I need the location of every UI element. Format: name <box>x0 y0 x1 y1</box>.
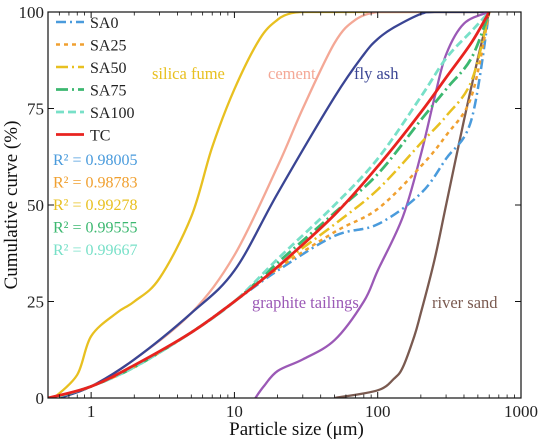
series-line-sa75 <box>58 12 491 398</box>
annotation-silica-fume: silica fume <box>152 64 225 83</box>
legend-item-sa25: SA25 <box>56 38 126 55</box>
series-line-sa25 <box>58 12 491 398</box>
annotation-graphite-tailings: graphite tailings <box>252 293 359 312</box>
x-tick-label: 100 <box>365 402 391 421</box>
series-line-silica-fume <box>53 12 490 398</box>
legend-item-sa75: SA75 <box>56 83 126 100</box>
r2-value: R² = 0.99555 <box>53 220 138 237</box>
legend: SA0 SA25 SA50 SA75 SA100 TC <box>56 15 134 145</box>
legend-item-tc: TC <box>56 128 110 145</box>
legend-label-sa0: SA0 <box>90 15 118 32</box>
y-tick-label: 25 <box>27 293 44 312</box>
r2-value: R² = 0.99278 <box>53 197 138 214</box>
y-axis-label: Cumulative curve (%) <box>1 121 22 290</box>
legend-label-tc: TC <box>90 128 110 145</box>
series-line-river-sand <box>334 12 491 398</box>
series-line-tc <box>48 12 491 398</box>
legend-label-sa75: SA75 <box>90 83 126 100</box>
annotation-fly-ash: fly ash <box>354 64 399 83</box>
y-tick-label: 100 <box>19 3 45 22</box>
y-tick-label: 0 <box>36 389 45 408</box>
r2-value: R² = 0.98783 <box>53 175 138 192</box>
x-tick-label: 10 <box>226 402 243 421</box>
r2-value: R² = 0.99667 <box>53 242 138 259</box>
x-axis-label: Particle size (μm) <box>229 419 364 440</box>
x-tick-label: 1 <box>87 402 96 421</box>
y-tick-label: 50 <box>27 196 44 215</box>
annotation-river-sand: river sand <box>432 293 498 312</box>
series-line-sa50 <box>58 12 491 398</box>
legend-item-sa50: SA50 <box>56 60 126 77</box>
series-line-graphite-tailings <box>254 12 490 398</box>
r2-list: R² = 0.98005 R² = 0.98783 R² = 0.99278 R² =… <box>53 152 138 259</box>
curve-annotations: silica fume cement fly ash graphite tailing… <box>152 64 498 312</box>
legend-label-sa100: SA100 <box>90 105 134 122</box>
annotation-cement: cement <box>268 64 316 83</box>
legend-item-sa100: SA100 <box>56 105 134 122</box>
legend-item-sa0: SA0 <box>56 15 118 32</box>
series-line-sa100 <box>58 12 491 398</box>
y-tick-label: 75 <box>27 100 44 119</box>
x-tick-label: 1000 <box>504 402 538 421</box>
legend-label-sa25: SA25 <box>90 38 126 55</box>
legend-label-sa50: SA50 <box>90 60 126 77</box>
r2-value: R² = 0.98005 <box>53 152 138 169</box>
